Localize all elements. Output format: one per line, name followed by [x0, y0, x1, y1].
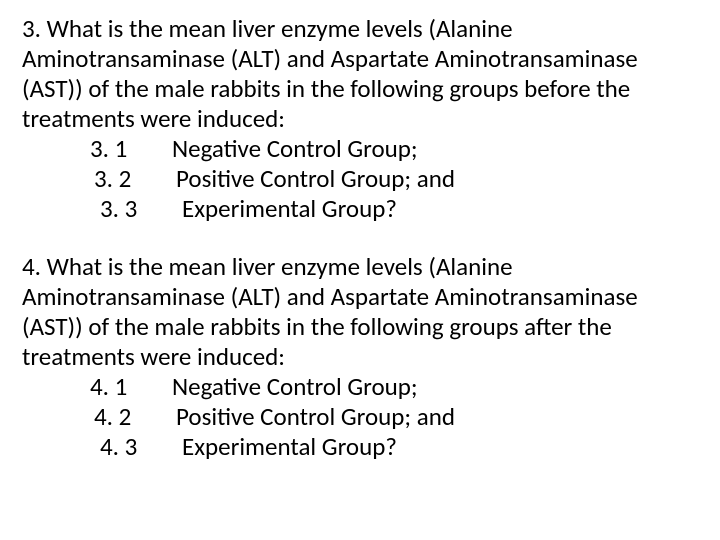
subitem: 4. 2 Positive Control Group; and — [94, 402, 702, 432]
subitem: 3. 1 Negative Control Group; — [90, 134, 702, 164]
subitem-number: 3. 1 — [90, 134, 172, 164]
subitem: 3. 3 Experimental Group? — [100, 194, 702, 224]
question-number: 4. — [22, 251, 41, 282]
document-body: 3. What is the mean liver enzyme levels … — [0, 0, 720, 504]
subitem: 4. 1 Negative Control Group; — [90, 372, 702, 402]
question-number: 3. — [22, 13, 41, 44]
subitem-number: 4. 2 — [94, 402, 176, 432]
question-3-subitems: 3. 1 Negative Control Group; 3. 2 Positi… — [90, 134, 702, 224]
subitem-text: Experimental Group? — [182, 432, 702, 462]
subitem-text: Experimental Group? — [182, 194, 702, 224]
subitem-number: 3. 3 — [100, 194, 182, 224]
question-text: What is the mean liver enzyme levels (Al… — [22, 13, 638, 134]
question-stem: 4. What is the mean liver enzyme levels … — [22, 252, 702, 372]
subitem: 3. 2 Positive Control Group; and — [94, 164, 702, 194]
question-4: 4. What is the mean liver enzyme levels … — [22, 252, 702, 462]
subitem-number: 3. 2 — [94, 164, 176, 194]
subitem-number: 4. 1 — [90, 372, 172, 402]
question-stem: 3. What is the mean liver enzyme levels … — [22, 14, 702, 134]
subitem-number: 4. 3 — [100, 432, 182, 462]
question-text: What is the mean liver enzyme levels (Al… — [22, 251, 638, 372]
question-4-subitems: 4. 1 Negative Control Group; 4. 2 Positi… — [90, 372, 702, 462]
question-3: 3. What is the mean liver enzyme levels … — [22, 14, 702, 224]
subitem-text: Negative Control Group; — [172, 372, 702, 402]
subitem-text: Positive Control Group; and — [176, 164, 702, 194]
subitem-text: Positive Control Group; and — [176, 402, 702, 432]
subitem-text: Negative Control Group; — [172, 134, 702, 164]
subitem: 4. 3 Experimental Group? — [100, 432, 702, 462]
